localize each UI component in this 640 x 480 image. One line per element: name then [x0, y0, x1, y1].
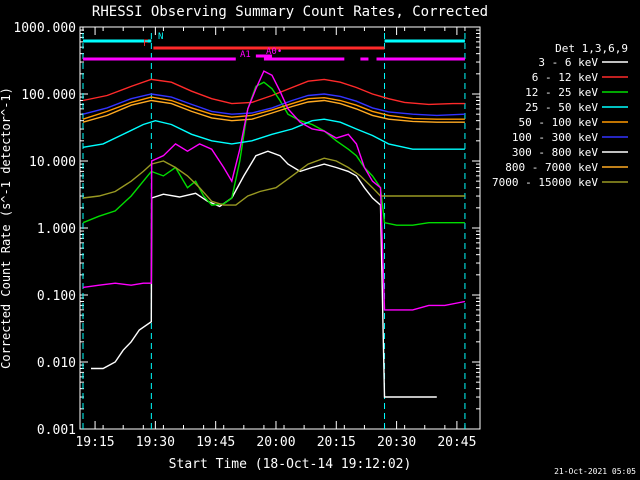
series-line-1 — [91, 150, 437, 398]
x-tick-label: 19:45 — [196, 435, 235, 450]
series-line-2 — [82, 78, 465, 106]
y-tick-label: 100.000 — [21, 88, 76, 103]
legend-label: 800 - 7000 keV — [505, 161, 598, 174]
legend-label: 100 - 300 keV — [512, 131, 598, 144]
series-line-5 — [82, 96, 465, 120]
annotation-label-n: N — [158, 32, 163, 42]
chart-title: RHESSI Observing Summary Count Rates, Co… — [92, 4, 488, 20]
legend-title: Det 1,3,6,9 — [555, 42, 628, 55]
y-tick-label: 0.001 — [37, 423, 76, 438]
footer-date: 21-Oct-2021 05:05 — [554, 467, 636, 476]
y-tick-label: 0.100 — [37, 289, 76, 304]
x-tick-label: 19:30 — [136, 435, 175, 450]
y-tick-label: 0.010 — [37, 356, 76, 371]
x-tick-label: 19:15 — [75, 435, 114, 450]
annotation-label-a0: A0• — [266, 47, 282, 57]
legend-label: 12 - 25 keV — [525, 86, 598, 99]
annotation-label-a1: A1 — [240, 50, 251, 60]
y-tick-label: 10.000 — [29, 155, 76, 170]
series-line-10 — [82, 70, 466, 311]
x-tick-label: 20:45 — [437, 435, 476, 450]
legend-label: 50 - 100 keV — [519, 116, 599, 129]
x-tick-label: 20:15 — [317, 435, 356, 450]
legend-label: 3 - 6 keV — [538, 56, 598, 69]
legend-label: 6 - 12 keV — [532, 71, 599, 84]
annotation-label-f: F — [143, 39, 148, 49]
y-axis-label: Corrected Count Rate (s^-1 detector^-1) — [0, 87, 13, 369]
x-tick-label: 20:00 — [256, 435, 295, 450]
plot-frame — [79, 26, 481, 430]
legend-label: 25 - 50 keV — [525, 101, 598, 114]
legend-label: 7000 - 15000 keV — [492, 176, 598, 189]
series-line-9 — [82, 157, 465, 206]
y-tick-label: 1000.000 — [13, 21, 76, 36]
x-axis-label: Start Time (18-Oct-14 19:12:02) — [169, 457, 412, 472]
series-line-6 — [82, 93, 465, 117]
x-tick-label: 20:30 — [377, 435, 416, 450]
series-line-8 — [82, 99, 465, 123]
y-tick-label: 1.000 — [37, 222, 76, 237]
legend-label: 300 - 800 keV — [512, 146, 598, 159]
series-line-4 — [82, 118, 465, 150]
